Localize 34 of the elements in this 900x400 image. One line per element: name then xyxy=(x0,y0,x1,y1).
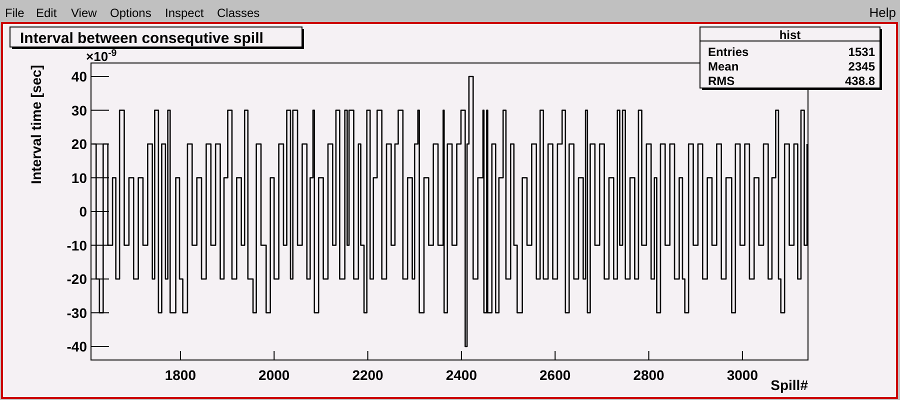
text: Options xyxy=(110,6,152,20)
text: File xyxy=(5,6,25,20)
y-tick-label: 0 xyxy=(79,204,88,220)
x-axis-title: Spill# xyxy=(770,377,808,393)
y-tick-label: -30 xyxy=(66,304,88,321)
chart-title: Interval between consequtive spill xyxy=(20,30,264,47)
y-tick-label: 40 xyxy=(71,68,88,84)
x-tick-label: 2200 xyxy=(352,367,384,383)
y-axis-title: Interval time [sec] xyxy=(28,65,44,184)
text: 438.8 xyxy=(844,74,876,88)
x-tick-label: 3000 xyxy=(726,367,758,383)
text: 2345 xyxy=(848,60,876,74)
text: View xyxy=(71,6,98,20)
x-tick-label: 2000 xyxy=(258,367,290,383)
text: Classes xyxy=(217,6,260,20)
text: hist xyxy=(779,28,801,42)
y-tick-label: -20 xyxy=(66,271,88,287)
text: Entries xyxy=(708,45,750,59)
text: 1531 xyxy=(848,45,876,59)
annotation: Mean xyxy=(708,60,739,74)
annotation: ×10$^{-9}$ xyxy=(86,48,118,64)
x-tick-label: 2400 xyxy=(446,367,478,383)
y-tick-label: -40 xyxy=(66,338,88,354)
y-tick-label: 10 xyxy=(71,170,88,186)
text: Help xyxy=(869,5,896,20)
x-tick-label: 2600 xyxy=(540,367,571,383)
x-tick-label: 1800 xyxy=(164,367,196,383)
text: Inspect xyxy=(165,6,204,20)
text: Edit xyxy=(36,6,58,20)
x-tick-label: 2800 xyxy=(633,367,665,383)
y-tick-label: 20 xyxy=(71,136,88,152)
y-tick-label: 30 xyxy=(71,102,88,118)
annotation: RMS xyxy=(708,74,735,88)
y-tick-label: -10 xyxy=(66,237,88,254)
